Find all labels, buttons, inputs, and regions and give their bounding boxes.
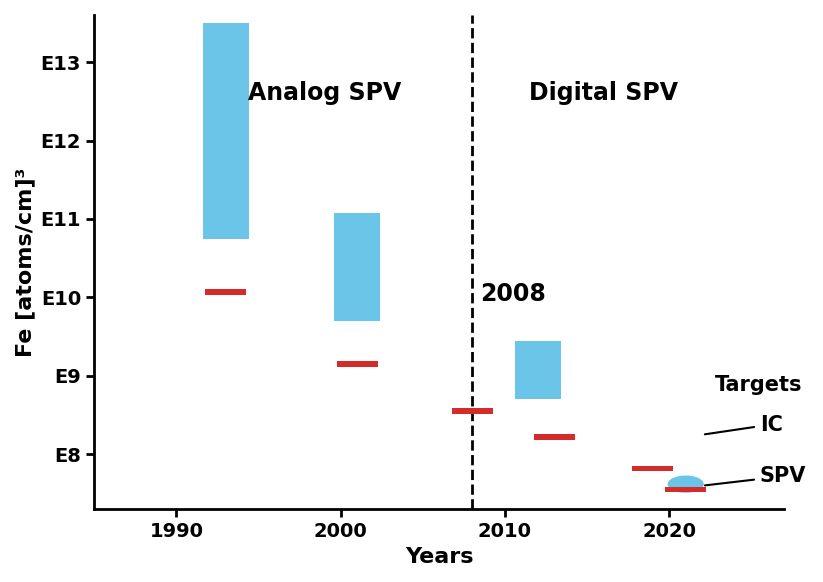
Text: 2008: 2008 <box>481 282 546 306</box>
Text: Analog SPV: Analog SPV <box>248 81 401 105</box>
Bar <box>632 466 673 471</box>
Bar <box>337 361 378 367</box>
Bar <box>334 212 380 321</box>
Bar <box>205 289 246 294</box>
Bar <box>515 340 560 399</box>
Text: Targets: Targets <box>715 375 802 395</box>
Text: Digital SPV: Digital SPV <box>529 81 678 105</box>
Y-axis label: Fe [atoms/cm]³: Fe [atoms/cm]³ <box>15 168 35 357</box>
Bar <box>202 23 249 239</box>
Text: IC: IC <box>704 414 783 435</box>
Ellipse shape <box>667 475 704 493</box>
X-axis label: Years: Years <box>405 547 473 567</box>
Text: SPV: SPV <box>704 466 806 487</box>
Bar <box>452 409 493 414</box>
Bar <box>665 487 706 492</box>
Bar <box>534 434 574 440</box>
